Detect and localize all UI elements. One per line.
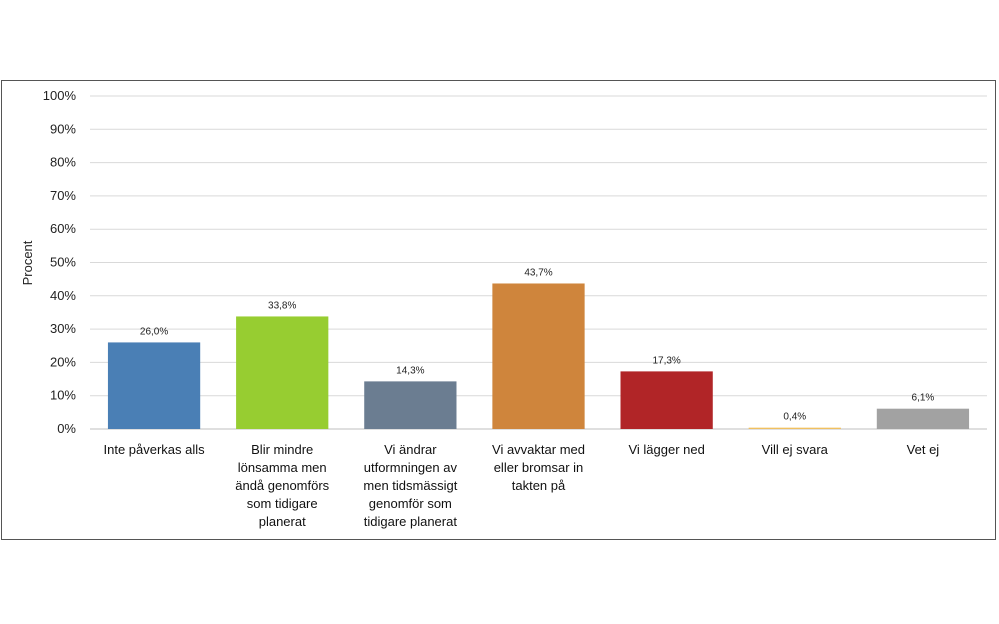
- y-tick-label: 80%: [50, 155, 76, 170]
- category-label: Vi lägger ned: [628, 442, 704, 457]
- category-labels: Inte påverkas alls Blir mindre lönsamma me…: [103, 442, 939, 529]
- bar: [492, 283, 585, 429]
- data-label: 0,4%: [783, 412, 806, 423]
- data-label: 17,3%: [652, 355, 680, 366]
- category-label: Inte påverkas alls: [103, 442, 205, 457]
- category-label: Vill ej svara: [762, 442, 829, 457]
- data-label: 33,8%: [268, 300, 296, 311]
- data-label: 26,0%: [140, 326, 168, 337]
- bar: [107, 342, 201, 429]
- bar-chart: 0% 10% 20% 30% 40% 50% 60% 70% 80% 90% 100% 26,0% 3…: [20, 88, 987, 529]
- category-label: Vet ej: [907, 442, 940, 457]
- y-tick-label: 70%: [50, 188, 76, 203]
- y-axis-ticks: 0% 10% 20% 30% 40% 50% 60% 70% 80% 90% 100%: [43, 88, 77, 436]
- bar: [236, 316, 329, 429]
- bar: [364, 381, 457, 429]
- bars: [107, 283, 970, 429]
- data-labels: 26,0% 33,8% 14,3% 43,7% 17,3% 0,4% 6,1%: [140, 267, 935, 422]
- data-label: 14,3%: [396, 365, 424, 376]
- category-label: Vi avvaktar med eller bromsar in takten på: [492, 442, 585, 493]
- y-tick-label: 0%: [57, 421, 76, 436]
- y-tick-label: 40%: [50, 288, 76, 303]
- data-label: 43,7%: [524, 267, 552, 278]
- y-axis-label: Procent: [20, 240, 35, 285]
- y-tick-label: 30%: [50, 321, 76, 336]
- y-tick-label: 50%: [50, 255, 76, 270]
- bar: [620, 371, 713, 429]
- bar: [876, 408, 970, 429]
- y-tick-label: 100%: [43, 88, 77, 103]
- y-tick-label: 20%: [50, 354, 76, 369]
- category-label: Vi ändrar utformningen av men tidsmässigt g…: [363, 442, 457, 529]
- chart-frame: 0% 10% 20% 30% 40% 50% 60% 70% 80% 90% 100% 26,0% 3…: [1, 80, 996, 540]
- y-tick-label: 10%: [50, 388, 76, 403]
- category-label: Blir mindre lönsamma men ändå genomförs som…: [235, 442, 329, 529]
- y-tick-label: 60%: [50, 221, 76, 236]
- bar: [748, 427, 841, 429]
- data-label: 6,1%: [912, 393, 935, 404]
- y-tick-label: 90%: [50, 121, 76, 136]
